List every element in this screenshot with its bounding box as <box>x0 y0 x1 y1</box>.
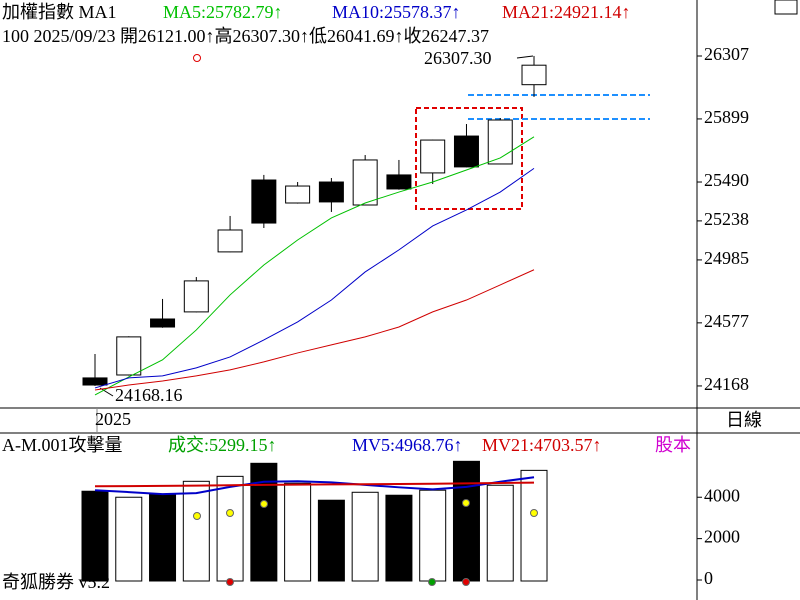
candle-body <box>217 229 243 253</box>
legend-entry: MV5:4968.76↑ <box>352 435 463 455</box>
ma-line <box>94 269 535 391</box>
legend-entry: 成交:5299.15↑ <box>168 435 277 455</box>
mv-line <box>94 481 535 488</box>
signal-dot <box>226 509 234 517</box>
volume-bar <box>115 496 143 582</box>
period-label: 日線 <box>726 410 762 430</box>
signal-dot <box>462 578 470 586</box>
candle-body <box>487 119 513 165</box>
y-tick-label: 26307 <box>704 44 749 64</box>
candle-body <box>352 159 378 206</box>
volume-bar <box>351 491 379 582</box>
mv-line <box>94 476 535 496</box>
y-tick-label: 24985 <box>704 248 749 268</box>
legend-entry: MA21:24921.14↑ <box>502 2 631 22</box>
candle-body <box>285 185 311 204</box>
signal-dot <box>226 578 234 586</box>
volume-bar <box>520 469 548 582</box>
signal-dot <box>193 512 201 520</box>
candle-body <box>420 139 446 174</box>
annotation: 24168.16 <box>115 385 183 405</box>
x-tick-label: 2025 <box>95 409 131 429</box>
volume-bar <box>317 499 345 582</box>
candle-body <box>453 135 479 168</box>
annotation-line <box>516 55 534 59</box>
legend-entry: MA5:25782.79↑ <box>163 2 283 22</box>
signal-marker <box>193 54 201 62</box>
y-tick-label: 25238 <box>704 209 749 229</box>
candle-body <box>251 179 277 224</box>
volume-bar <box>385 494 413 582</box>
ma-line <box>94 167 535 389</box>
volume-bar <box>216 475 244 582</box>
chart-title: 加權指數 MA1 <box>2 2 117 22</box>
candle-body <box>116 336 142 376</box>
y-tick-label: 24577 <box>704 311 749 331</box>
volume-bar <box>149 493 177 582</box>
legend-entry: MA10:25578.37↑ <box>332 2 461 22</box>
candle-body <box>150 318 176 328</box>
signal-dot <box>428 578 436 586</box>
y-tick-label: 25490 <box>704 170 749 190</box>
legend-entry: MV21:4703.57↑ <box>482 435 602 455</box>
chart-subtitle: 100 2025/09/23 開26121.00↑高26307.30↑低2604… <box>2 26 489 46</box>
volume-bar <box>419 489 447 582</box>
candle-body <box>183 280 209 313</box>
y-tick-label: 0 <box>704 568 713 588</box>
ma-line <box>94 136 535 396</box>
volume-bar <box>452 460 480 582</box>
candle-body <box>521 64 547 86</box>
volume-bar <box>81 490 109 582</box>
candle-body <box>386 174 412 190</box>
volume-bar <box>284 482 312 582</box>
panel-title: A-M.001攻擊量 <box>2 435 123 455</box>
signal-dot <box>260 500 268 508</box>
volume-bar <box>182 480 210 582</box>
signal-dot <box>530 509 538 517</box>
y-tick-label: 2000 <box>704 527 740 547</box>
signal-dot <box>462 499 470 507</box>
y-tick-label: 24168 <box>704 374 749 394</box>
extra-label: 股本 <box>655 435 691 455</box>
annotation: 26307.30 <box>424 48 492 68</box>
y-tick-label: 25899 <box>704 107 749 127</box>
y-tick-label: 4000 <box>704 485 740 505</box>
volume-bar <box>486 484 514 582</box>
window-button[interactable] <box>774 0 798 15</box>
candle-body <box>318 181 344 203</box>
candle-body <box>82 377 108 386</box>
